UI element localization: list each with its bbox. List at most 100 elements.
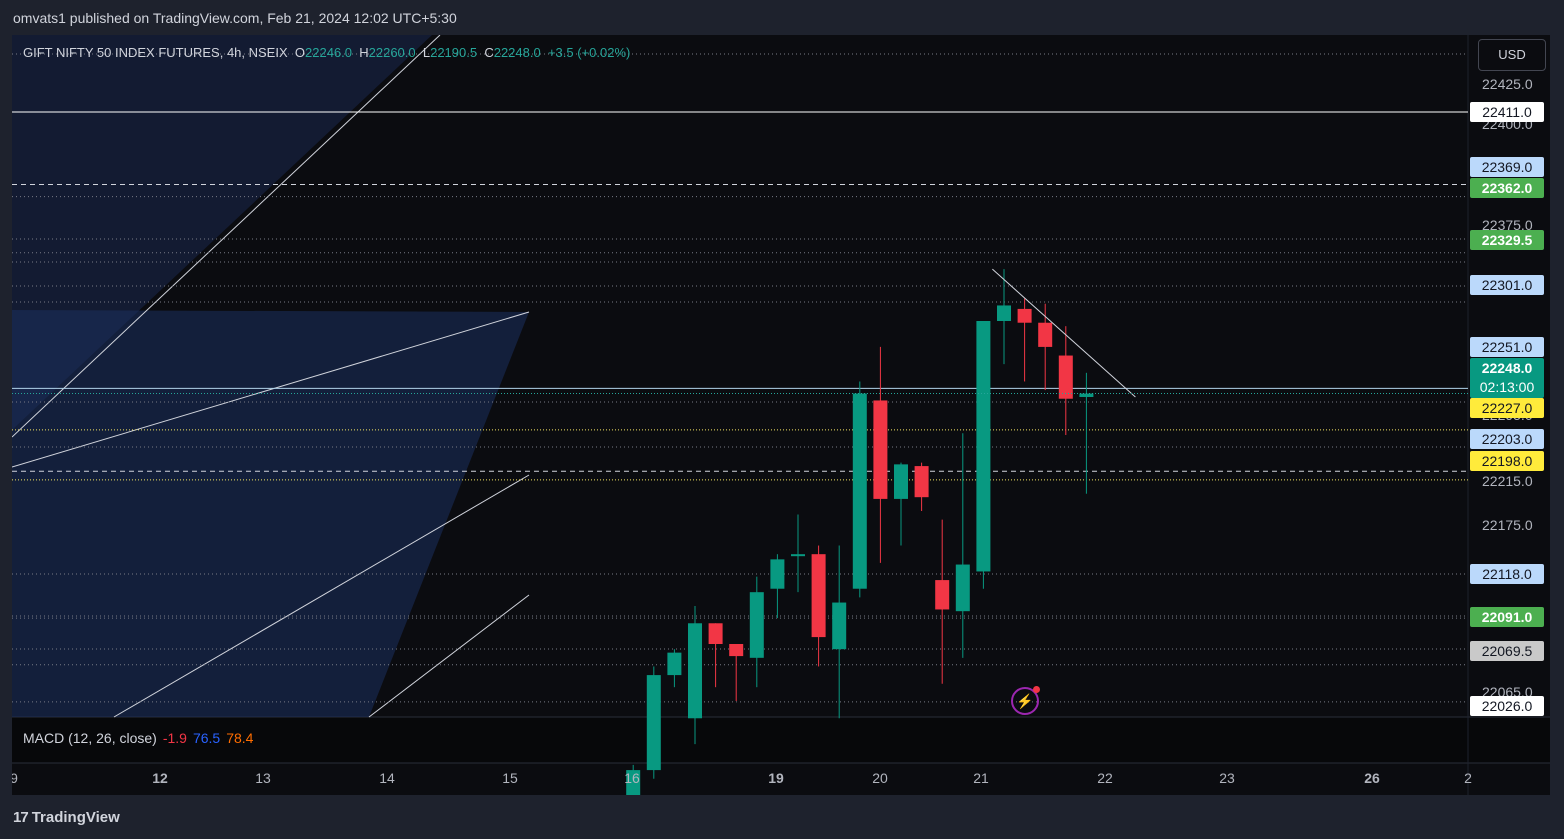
time-tick-label: 12 bbox=[152, 770, 168, 786]
low-label: L bbox=[422, 45, 431, 60]
price-label: 22369.0 bbox=[1482, 159, 1533, 175]
candle-body bbox=[688, 623, 702, 719]
open-label: O bbox=[294, 45, 305, 60]
change-value: +3.5 (+0.02%) bbox=[547, 45, 631, 60]
price-label: 22227.0 bbox=[1482, 400, 1533, 416]
price-label-box bbox=[1470, 607, 1544, 627]
price-label: 22362.0 bbox=[1482, 180, 1533, 196]
price-tick-label: 22375.0 bbox=[1482, 217, 1533, 233]
macd-legend: MACD (12, 26, close) -1.9 76.5 78.4 bbox=[23, 730, 253, 746]
candle-body bbox=[646, 675, 661, 771]
channel-line-3 bbox=[113, 474, 530, 718]
price-label: 22248.0 bbox=[1482, 360, 1533, 376]
price-label-box bbox=[1470, 641, 1544, 661]
candle-body bbox=[811, 554, 826, 638]
channel-band-lower bbox=[12, 310, 529, 717]
lightning-alert-icon[interactable]: ⚡ bbox=[1011, 686, 1040, 715]
low-value: 22190.5 bbox=[430, 45, 478, 60]
notification-dot-icon bbox=[1033, 686, 1040, 693]
time-tick-label: 23 bbox=[1219, 770, 1235, 786]
price-label: 22091.0 bbox=[1482, 609, 1533, 625]
channel-line-2 bbox=[12, 311, 530, 468]
price-label-box bbox=[1470, 696, 1544, 716]
price-label-box bbox=[1470, 337, 1544, 357]
price-label-box bbox=[1470, 230, 1544, 250]
candle-body bbox=[955, 564, 970, 612]
macd-pane bbox=[12, 717, 1550, 763]
price-label-box bbox=[1470, 275, 1544, 295]
candle-body bbox=[791, 554, 805, 557]
time-tick-label: 21 bbox=[973, 770, 989, 786]
price-label: 22411.0 bbox=[1482, 104, 1532, 120]
price-label: 22301.0 bbox=[1482, 277, 1533, 293]
published-caption: omvats1 published on TradingView.com, Fe… bbox=[13, 10, 457, 26]
time-tick-label: 14 bbox=[379, 770, 395, 786]
symbol-legend: GIFT NIFTY 50 INDEX FUTURES, 4h, NSEIX O… bbox=[23, 45, 630, 60]
price-label-box bbox=[1470, 429, 1544, 449]
price-label-box bbox=[1470, 398, 1544, 418]
time-tick-label: 20 bbox=[872, 770, 888, 786]
time-tick-label: 15 bbox=[502, 770, 518, 786]
candle-body bbox=[852, 393, 867, 589]
price-label-box bbox=[1470, 102, 1544, 122]
time-tick-label: 9 bbox=[12, 770, 18, 786]
macd-label: MACD (12, 26, close) bbox=[23, 730, 157, 746]
price-label-box bbox=[1470, 451, 1544, 471]
candle-body bbox=[832, 602, 847, 650]
time-tick-label: 19 bbox=[768, 770, 784, 786]
trend-line bbox=[992, 268, 1136, 398]
price-label-box bbox=[1470, 178, 1544, 198]
countdown-label: 02:13:00 bbox=[1480, 379, 1535, 395]
candle-body bbox=[626, 770, 641, 795]
currency-button[interactable]: USD bbox=[1478, 39, 1546, 71]
price-label: 22118.0 bbox=[1482, 566, 1532, 582]
tradingview-brand: 17 TradingView bbox=[13, 809, 120, 826]
symbol-name: GIFT NIFTY 50 INDEX FUTURES, 4h, NSEIX bbox=[23, 45, 288, 60]
price-label: 22198.0 bbox=[1482, 453, 1533, 469]
price-label: 22251.0 bbox=[1482, 339, 1533, 355]
price-chart[interactable]: 22425.022400.022375.022325.022295.022215… bbox=[12, 35, 1550, 795]
price-label: 22329.5 bbox=[1482, 232, 1533, 248]
time-tick-label: 16 bbox=[624, 770, 640, 786]
candle-body bbox=[976, 321, 991, 572]
brand-name: TradingView bbox=[31, 809, 120, 826]
high-value: 22260.0 bbox=[368, 45, 416, 60]
price-tick-label: 22175.0 bbox=[1482, 517, 1533, 533]
candle-body bbox=[667, 652, 682, 676]
candle-body bbox=[1017, 308, 1032, 323]
candle-body bbox=[749, 592, 764, 658]
chart-frame[interactable]: 22425.022400.022375.022325.022295.022215… bbox=[12, 35, 1550, 795]
channel-line-1 bbox=[12, 35, 441, 438]
candle-body bbox=[708, 623, 723, 644]
time-tick-label: 22 bbox=[1097, 770, 1113, 786]
time-tick-label: 2 bbox=[1464, 770, 1472, 786]
candle-body bbox=[935, 580, 950, 610]
price-label-box bbox=[1470, 358, 1544, 398]
open-value: 22246.0 bbox=[305, 45, 352, 60]
macd-value-1: -1.9 bbox=[162, 730, 187, 746]
price-label-box bbox=[1470, 564, 1544, 584]
candle-body bbox=[1038, 322, 1053, 347]
time-axis bbox=[12, 763, 1550, 795]
channel-line-4 bbox=[368, 594, 530, 718]
candle-body bbox=[873, 400, 888, 499]
macd-value-3: 78.4 bbox=[226, 730, 254, 746]
close-value: 22248.0 bbox=[493, 45, 541, 60]
high-label: H bbox=[359, 45, 369, 60]
candle-body bbox=[1079, 393, 1094, 397]
price-tick-label: 22425.0 bbox=[1482, 76, 1533, 92]
price-label-box bbox=[1470, 157, 1544, 177]
price-label: 22203.0 bbox=[1482, 431, 1533, 447]
candle-body bbox=[914, 466, 929, 498]
price-tick-label: 22215.0 bbox=[1482, 473, 1533, 489]
candle-body bbox=[894, 464, 908, 499]
candle-body bbox=[770, 559, 785, 589]
candle-body bbox=[1058, 355, 1073, 399]
candle-body bbox=[997, 305, 1011, 321]
candle-body bbox=[729, 644, 744, 657]
price-label: 22026.0 bbox=[1482, 698, 1533, 714]
channel-band-upper bbox=[12, 35, 432, 430]
close-label: C bbox=[484, 45, 494, 60]
tradingview-logo-icon: 17 bbox=[13, 809, 29, 826]
time-tick-label: 13 bbox=[255, 770, 271, 786]
